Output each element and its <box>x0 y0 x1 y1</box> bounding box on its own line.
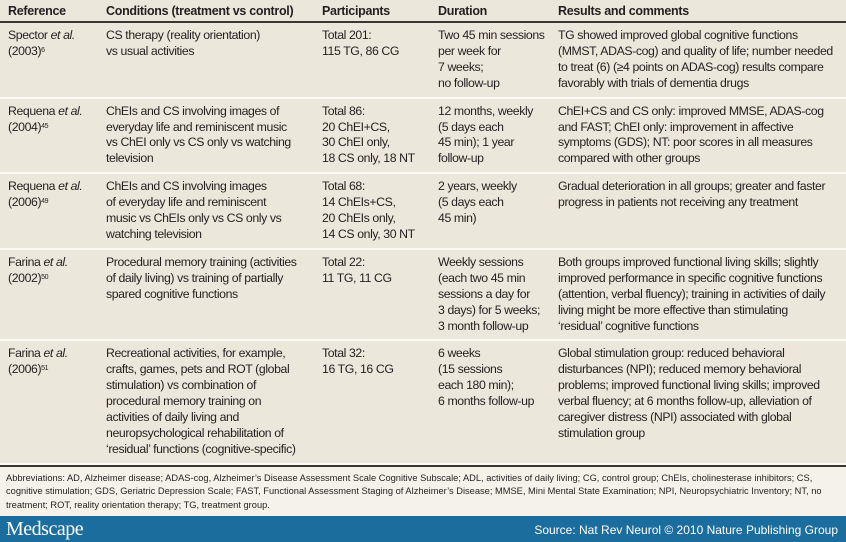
citation-number: 49 <box>41 198 49 206</box>
table-row: Requena et al. (2004)45 ChEIs and CS invol… <box>0 99 846 175</box>
et-al: et al. <box>58 179 83 194</box>
abbreviations-note: Abbreviations: AD, Alzheimer disease; AD… <box>0 466 846 517</box>
duration-cell: 2 years, weekly (5 days each 45 min) <box>438 179 517 226</box>
year: (2003) <box>8 43 42 58</box>
table-row: Farina et al. (2006)51 Recreational activi… <box>0 341 846 465</box>
conditions-cell: CS therapy (reality orientation) vs usua… <box>106 28 260 58</box>
citation-number: 50 <box>41 273 49 281</box>
participants-cell: Total 32: 16 TG, 16 CG <box>322 346 394 377</box>
citation-number: 45 <box>41 122 49 130</box>
results-cell: TG showed improved global cognitive func… <box>558 28 833 90</box>
duration-cell: 12 months, weekly (5 days each 45 min); … <box>438 103 534 166</box>
year: (2006) <box>8 195 42 210</box>
author: Requena <box>8 179 59 194</box>
duration-cell: Two 45 min sessions per week for 7 weeks… <box>438 28 545 90</box>
header-duration: Duration <box>438 4 487 18</box>
medscape-logo[interactable]: Medscape <box>6 518 84 541</box>
participants-cell: Total 201: 115 TG, 86 CG <box>322 28 400 58</box>
results-cell: ChEI+CS and CS only: improved MMSE, ADAS… <box>558 103 824 166</box>
header-reference: Reference <box>8 4 66 18</box>
year: (2002) <box>8 270 42 285</box>
table-row: Spector et al. (2003)6 CS therapy (reality… <box>0 23 846 99</box>
table-row: Requena et al. (2006)49 ChEIs and CS invol… <box>0 174 846 250</box>
et-al: et al. <box>43 346 68 361</box>
results-cell: Both groups improved functional living s… <box>558 254 826 333</box>
header-results: Results and comments <box>558 4 689 18</box>
citation-number: 51 <box>41 365 49 373</box>
conditions-cell: Recreational activities, for example, cr… <box>106 346 296 456</box>
header-participants: Participants <box>322 4 390 18</box>
author: Requena <box>8 103 59 118</box>
year: (2004) <box>8 119 42 134</box>
author: Spector <box>8 28 51 42</box>
table-row: Farina et al. (2002)50 Procedural memory t… <box>0 250 846 342</box>
et-al: et al. <box>58 103 83 118</box>
table-header: Reference Conditions (treatment vs contr… <box>0 0 846 23</box>
participants-cell: Total 86: 20 ChEI+CS, 30 ChEI only, 18 C… <box>322 103 415 166</box>
duration-cell: 6 weeks (15 sessions each 180 min); 6 mo… <box>438 346 535 409</box>
duration-cell: Weekly sessions (each two 45 min session… <box>438 254 541 333</box>
participants-cell: Total 22: 11 TG, 11 CG <box>322 254 392 285</box>
table-bottom-rule <box>0 464 846 467</box>
abbreviations-text: Abbreviations: AD, Alzheimer disease; AD… <box>6 472 822 510</box>
conditions-cell: ChEIs and CS involving images of everyda… <box>106 179 282 241</box>
reference-cell: Spector et al. (2003)6 <box>8 28 102 92</box>
reference-cell: Requena et al. (2006)49 <box>8 179 102 243</box>
participants-cell: Total 68: 14 ChEIs+CS, 20 ChEIs only, 14… <box>322 179 415 241</box>
source-credit: Source: Nat Rev Neurol © 2010 Nature Pub… <box>534 523 838 538</box>
results-cell: Gradual deterioration in all groups; gre… <box>558 179 826 210</box>
year: (2006) <box>8 362 42 377</box>
et-al: et al. <box>50 28 76 42</box>
conditions-cell: ChEIs and CS involving images of everyda… <box>106 103 291 166</box>
conditions-cell: Procedural memory training (activities o… <box>106 254 297 301</box>
reference-cell: Farina et al. (2006)51 <box>8 346 102 457</box>
reference-cell: Requena et al. (2004)45 <box>8 104 102 168</box>
citation-number: 6 <box>41 46 45 54</box>
author: Farina <box>8 346 44 361</box>
table-body: Spector et al. (2003)6 CS therapy (reality… <box>0 23 846 465</box>
results-cell: Global stimulation group: reduced behavi… <box>558 346 820 440</box>
header-conditions: Conditions (treatment vs control) <box>106 4 294 18</box>
et-al: et al. <box>43 254 68 269</box>
reference-cell: Farina et al. (2002)50 <box>8 255 102 335</box>
footer-bar: Medscape Source: Nat Rev Neurol © 2010 N… <box>0 516 846 542</box>
author: Farina <box>8 254 44 269</box>
